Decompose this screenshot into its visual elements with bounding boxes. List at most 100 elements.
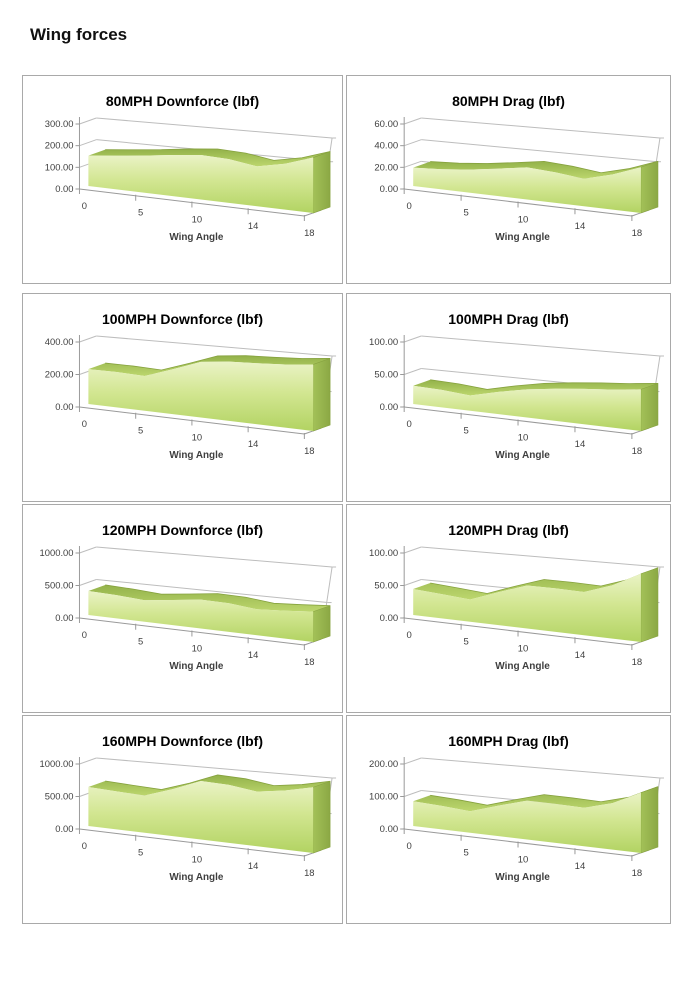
svg-text:Wing Angle: Wing Angle	[169, 661, 223, 672]
area-chart-100mph-downforce: 0.00 200.00 400.00 0 5 10 14 18 Wing Angle	[45, 335, 337, 461]
chart-title: 100MPH Drag (lbf)	[448, 311, 569, 327]
svg-text:10: 10	[192, 214, 202, 225]
area-series	[413, 567, 659, 643]
svg-text:5: 5	[138, 637, 143, 648]
chart-120mph-downforce: 120MPH Downforce (lbf) 0.00 500.00 1000.00…	[22, 504, 343, 713]
svg-text:5: 5	[138, 208, 143, 219]
axis-labels: 0.00 100.00 200.00 300.00 0 5 10 14 18 Wing Angle	[45, 119, 315, 243]
svg-text:18: 18	[632, 657, 643, 668]
svg-text:14: 14	[575, 439, 586, 450]
svg-text:5: 5	[463, 848, 468, 859]
axis-labels: 0.00 20.00 40.00 60.00 0 5 10 14 18 Wing Angle	[374, 119, 642, 243]
svg-text:0: 0	[407, 419, 412, 430]
svg-text:100.00: 100.00	[369, 337, 398, 348]
svg-text:300.00: 300.00	[45, 119, 74, 130]
area-series	[88, 355, 331, 432]
area-chart-160mph-drag: 0.00 100.00 200.00 0 5 10 14 18 Wing Angle	[369, 757, 664, 883]
chart-title: 120MPH Downforce (lbf)	[101, 522, 263, 538]
svg-text:40.00: 40.00	[374, 141, 398, 152]
chart-160mph-downforce: 160MPH Downforce (lbf) 0.00 500.00 1000.00…	[22, 715, 343, 924]
svg-text:1000.00: 1000.00	[40, 548, 74, 559]
area-series	[413, 786, 659, 854]
svg-text:14: 14	[248, 439, 258, 450]
axis-labels: 0.00 500.00 1000.00 0 5 10 14 18 Wing Angle	[40, 548, 315, 672]
chart-100mph-downforce: 100MPH Downforce (lbf) 0.00 200.00 400.00 0…	[22, 293, 343, 502]
chart-title: 80MPH Drag (lbf)	[452, 93, 565, 109]
svg-text:Wing Angle: Wing Angle	[169, 232, 223, 243]
svg-text:10: 10	[192, 643, 202, 654]
chart-80mph-downforce: 80MPH Downforce (lbf) 0.00 100.00 200.00 30…	[22, 75, 343, 284]
chart-80mph-drag: 80MPH Drag (lbf) 0.00 20.00 40.00 60.00 0 5 10…	[346, 75, 671, 284]
svg-text:10: 10	[192, 854, 202, 865]
chart-title: 160MPH Downforce (lbf)	[101, 733, 263, 749]
chart-title: 160MPH Drag (lbf)	[448, 733, 569, 749]
svg-text:18: 18	[304, 868, 314, 879]
svg-text:200.00: 200.00	[45, 369, 74, 380]
area-chart-120mph-downforce: 0.00 500.00 1000.00 0 5 10 14 18 Wing Angle	[40, 546, 337, 672]
svg-text:5: 5	[463, 208, 468, 219]
svg-text:5: 5	[463, 426, 468, 437]
svg-text:0: 0	[407, 201, 412, 212]
chart-title: 120MPH Drag (lbf)	[448, 522, 569, 538]
svg-text:10: 10	[518, 215, 529, 226]
area-series	[413, 160, 659, 214]
svg-text:1000.00: 1000.00	[40, 759, 74, 770]
svg-text:5: 5	[463, 637, 468, 648]
svg-text:0: 0	[407, 630, 412, 641]
svg-text:60.00: 60.00	[374, 119, 398, 130]
svg-text:50.00: 50.00	[374, 581, 398, 592]
svg-text:10: 10	[518, 855, 529, 866]
svg-text:0.00: 0.00	[380, 613, 399, 624]
svg-text:18: 18	[304, 446, 314, 457]
chart-title: 80MPH Downforce (lbf)	[105, 93, 260, 109]
axis-labels: 0.00 200.00 400.00 0 5 10 14 18 Wing Angle	[45, 337, 315, 461]
svg-text:14: 14	[575, 650, 586, 661]
svg-text:10: 10	[518, 433, 529, 444]
svg-text:0: 0	[82, 630, 87, 641]
area-chart-100mph-drag: 0.00 50.00 100.00 0 5 10 14 18 Wing Angle	[369, 335, 664, 461]
svg-text:Wing Angle: Wing Angle	[169, 872, 223, 883]
area-chart-160mph-downforce: 0.00 500.00 1000.00 0 5 10 14 18 Wing Angle	[40, 757, 337, 883]
svg-text:0: 0	[82, 201, 87, 212]
area-series	[88, 584, 331, 643]
chart-row-160mph: 160MPH Downforce (lbf) 0.00 500.00 1000.00…	[22, 715, 674, 924]
svg-text:Wing Angle: Wing Angle	[495, 661, 550, 672]
svg-text:0.00: 0.00	[55, 184, 73, 195]
svg-text:18: 18	[304, 657, 314, 668]
svg-text:5: 5	[138, 426, 143, 437]
svg-text:0.00: 0.00	[55, 613, 73, 624]
area-chart-80mph-drag: 0.00 20.00 40.00 60.00 0 5 10 14 18 Wing Angle	[374, 117, 664, 243]
svg-text:Wing Angle: Wing Angle	[495, 232, 550, 243]
svg-text:18: 18	[304, 228, 314, 239]
area-chart-120mph-drag: 0.00 50.00 100.00 0 5 10 14 18 Wing Angle	[369, 546, 664, 672]
svg-text:0.00: 0.00	[55, 402, 73, 413]
svg-text:14: 14	[248, 861, 258, 872]
svg-text:0.00: 0.00	[380, 824, 399, 835]
page-title: Wing forces	[30, 25, 128, 44]
area-chart-80mph-downforce: 0.00 100.00 200.00 300.00 0 5 10 14 18 Wing Angle	[45, 117, 337, 243]
chart-row-80mph: 80MPH Downforce (lbf) 0.00 100.00 200.00 30…	[22, 75, 674, 284]
svg-text:400.00: 400.00	[45, 337, 74, 348]
svg-text:100.00: 100.00	[369, 548, 398, 559]
svg-text:Wing Angle: Wing Angle	[495, 450, 550, 461]
svg-text:50.00: 50.00	[374, 370, 398, 381]
svg-text:0: 0	[407, 841, 412, 852]
chart-120mph-drag: 120MPH Drag (lbf) 0.00 50.00 100.00 0 5 10 14 1…	[346, 504, 671, 713]
svg-text:0.00: 0.00	[380, 184, 399, 195]
svg-text:14: 14	[575, 221, 586, 232]
svg-text:100.00: 100.00	[45, 162, 74, 173]
area-series	[413, 379, 659, 432]
svg-text:500.00: 500.00	[45, 791, 74, 802]
axis-labels: 0.00 100.00 200.00 0 5 10 14 18 Wing Angle	[369, 759, 642, 883]
svg-text:18: 18	[632, 868, 643, 879]
svg-text:Wing Angle: Wing Angle	[169, 450, 223, 461]
axis-labels: 0.00 50.00 100.00 0 5 10 14 18 Wing Angle	[369, 337, 642, 461]
svg-text:18: 18	[632, 228, 643, 239]
svg-text:500.00: 500.00	[45, 580, 74, 591]
area-series	[88, 148, 331, 214]
svg-text:14: 14	[248, 650, 258, 661]
area-series	[88, 774, 331, 854]
svg-text:Wing Angle: Wing Angle	[495, 872, 550, 883]
svg-text:200.00: 200.00	[45, 141, 74, 152]
svg-text:20.00: 20.00	[374, 162, 398, 173]
